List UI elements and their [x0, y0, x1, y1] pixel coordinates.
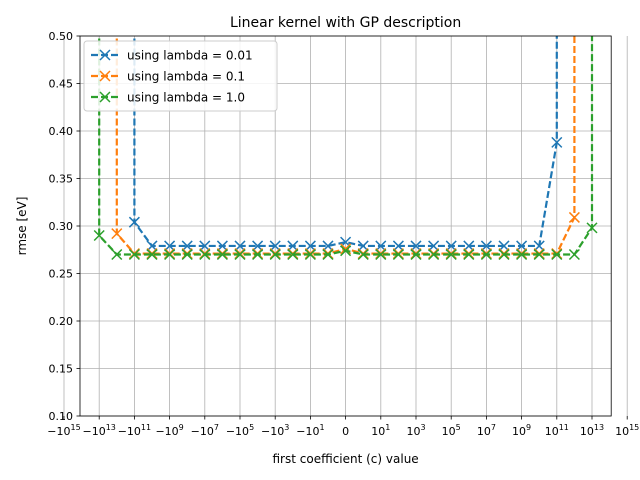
axis-ticks: −1015 −1013 −1011 −109 −107 −105 −103 −101 0 101 1… — [47, 30, 639, 438]
data-point — [164, 248, 176, 261]
x-tick-label: −109 — [155, 423, 183, 438]
data-point — [304, 248, 316, 261]
data-point — [234, 248, 246, 261]
y-tick-label: 0.25 — [49, 268, 74, 281]
y-tick-label: 0.35 — [49, 173, 74, 186]
data-point — [216, 248, 228, 261]
y-tick-label: 0.45 — [49, 78, 74, 91]
y-tick-label: 0.50 — [49, 30, 74, 43]
series-line-1 — [133, 36, 558, 248]
data-point — [463, 248, 475, 261]
x-tick-label: −103 — [261, 423, 289, 438]
x-tick-label: −101 — [296, 423, 324, 438]
legend: using lambda = 0.01 using lambda = 0.1 usi… — [83, 40, 278, 112]
x-tick-label: 1011 — [545, 423, 569, 438]
data-point — [375, 248, 387, 261]
data-point — [445, 248, 457, 261]
y-tick-label: 0.40 — [49, 125, 74, 138]
x-tick-label: 105 — [442, 423, 461, 438]
x-tick-label: −1013 — [82, 423, 115, 438]
legend-marker — [99, 49, 111, 61]
x-tick-label: −1015 — [47, 423, 80, 438]
data-point — [181, 248, 193, 261]
x-tick-label: −107 — [191, 423, 219, 438]
legend-label: using lambda = 0.01 — [127, 49, 253, 63]
data-point — [146, 248, 158, 261]
data-point — [551, 248, 563, 261]
y-tick-label: 0.10 — [49, 410, 74, 423]
data-point — [128, 248, 140, 261]
y-axis-label: rmse [eV] — [15, 197, 29, 256]
data-point — [111, 228, 123, 240]
legend-box — [83, 40, 278, 112]
data-point — [392, 248, 404, 261]
y-tick-label: 0.15 — [49, 363, 74, 376]
data-point — [568, 248, 580, 261]
data-point — [287, 248, 299, 261]
x-tick-label: −1011 — [118, 423, 151, 438]
data-point — [551, 136, 563, 148]
y-tick-label: 0.20 — [49, 315, 74, 328]
data-point — [322, 248, 334, 261]
data-point — [111, 248, 123, 261]
y-tick-label: 0.30 — [49, 220, 74, 233]
legend-label: using lambda = 0.1 — [127, 70, 245, 84]
data-point — [199, 248, 211, 261]
data-point — [428, 248, 440, 261]
data-point — [340, 245, 352, 257]
chart-title: Linear kernel with GP description — [230, 15, 461, 31]
x-tick-label: 107 — [477, 423, 496, 438]
x-tick-label: 1013 — [580, 423, 604, 438]
data-point — [93, 229, 105, 242]
data-point — [357, 248, 369, 261]
series-layer — [93, 36, 598, 261]
data-point — [252, 248, 264, 261]
data-point — [533, 248, 545, 261]
legend-marker — [99, 91, 111, 103]
x-tick-label: 109 — [512, 423, 531, 438]
x-tick-label: 101 — [371, 423, 390, 438]
x-axis-label: first coefficient (c) value — [273, 452, 419, 466]
legend-marker — [99, 70, 111, 82]
data-point — [568, 211, 580, 223]
data-point — [128, 216, 140, 228]
x-tick-label: 103 — [406, 423, 425, 438]
data-point — [269, 248, 281, 261]
data-point — [586, 222, 598, 234]
x-tick-label: −105 — [226, 423, 254, 438]
data-point — [480, 248, 492, 261]
data-point — [498, 248, 510, 261]
x-tick-label: 1015 — [615, 423, 639, 438]
data-point — [410, 248, 422, 261]
legend-label: using lambda = 1.0 — [127, 91, 245, 105]
data-point — [516, 248, 528, 261]
x-tick-label: 0 — [342, 425, 349, 438]
